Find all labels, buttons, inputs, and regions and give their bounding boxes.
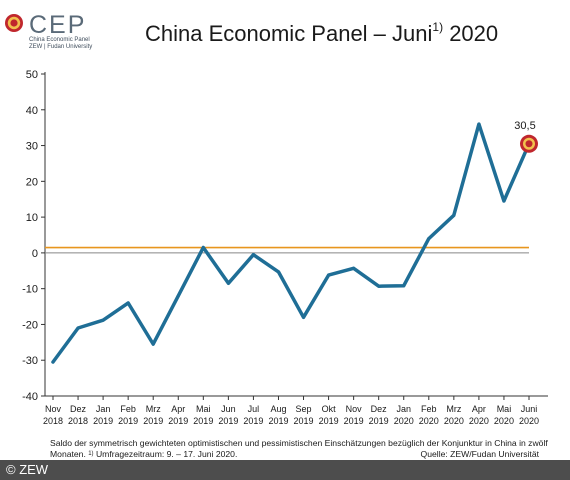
data-point: [151, 342, 155, 346]
x-tick-label-month: Nov: [45, 404, 62, 414]
x-tick-label-year: 2020: [494, 416, 514, 426]
y-tick-label: 0: [32, 248, 38, 260]
data-point: [176, 294, 180, 298]
x-tick-label-month: Nov: [346, 404, 363, 414]
x-tick-label-month: Jan: [396, 404, 411, 414]
footnote-ref: 1): [88, 451, 94, 457]
line-chart: -40 -30 -20 -10 0 10 20 30 40 50 Nov 2018 Dez 2018 Jan…: [22, 69, 548, 426]
x-tick-label-month: Jun: [221, 404, 236, 414]
x-tick-label-month: Sep: [296, 404, 312, 414]
cep-logo: CEP China Economic Panel ZEW | Fudan Uni…: [4, 12, 124, 52]
chart-title: China Economic Panel – Juni1) 2020: [145, 20, 499, 47]
chart-title-year: 2020: [449, 21, 499, 46]
x-tick-label-year: 2019: [168, 416, 188, 426]
data-point: [126, 301, 130, 305]
source-note: Quelle: ZEW/Fudan Universität: [420, 449, 539, 459]
x-tick-label-month: Feb: [120, 404, 136, 414]
data-point: [302, 315, 306, 319]
x-tick-label-year: 2020: [519, 416, 539, 426]
x-tick-label-year: 2019: [369, 416, 389, 426]
chart-footnote: Saldo der symmetrisch gewichteten optimi…: [50, 438, 550, 460]
x-tick-label-year: 2018: [68, 416, 88, 426]
x-tick-label-year: 2019: [344, 416, 364, 426]
data-point: [276, 270, 280, 274]
x-tick-label-month: Mai: [196, 404, 211, 414]
y-tick-label: 30: [26, 141, 38, 153]
x-tick-label-year: 2019: [268, 416, 288, 426]
copyright-bar: © ZEW: [0, 460, 570, 480]
data-point: [201, 246, 205, 250]
y-tick-label: -40: [22, 391, 38, 403]
x-tick-label-month: Feb: [421, 404, 437, 414]
x-tick-label-month: Mai: [497, 404, 512, 414]
x-tick-label-year: 2019: [143, 416, 163, 426]
data-point: [251, 253, 255, 257]
series-line: [51, 122, 531, 364]
chart-title-ref: 1): [432, 20, 444, 34]
y-tick-label: -30: [22, 355, 38, 367]
data-point: [502, 199, 506, 203]
y-tick-label: 10: [26, 212, 38, 224]
data-point: [327, 273, 331, 277]
data-point: [452, 213, 456, 217]
x-tick-label-year: 2019: [218, 416, 238, 426]
logo-subtitle-1: China Economic Panel: [29, 37, 90, 43]
y-tick-label: 20: [26, 176, 38, 188]
x-tick-label-month: Juni: [521, 404, 538, 414]
x-tick-label-month: Apr: [171, 404, 185, 414]
y-tick-label: -10: [22, 284, 38, 296]
data-point: [226, 281, 230, 285]
x-tick-label-month: Aug: [270, 404, 286, 414]
x-tick-label-month: Apr: [472, 404, 486, 414]
x-tick-label-year: 2019: [243, 416, 263, 426]
data-label-latest: 30,5: [514, 120, 535, 132]
data-point: [51, 360, 55, 364]
data-point: [477, 122, 481, 126]
x-tick-label-year: 2019: [93, 416, 113, 426]
highlight-marker-inner: [525, 140, 533, 148]
data-point: [427, 237, 431, 241]
y-tick-label: 50: [26, 69, 38, 81]
logo-text: CEP: [29, 11, 87, 39]
chart-title-main: China Economic Panel – Juni: [145, 21, 433, 46]
x-tick-label-month: Dez: [371, 404, 388, 414]
x-tick-label-month: Dez: [70, 404, 87, 414]
x-tick-label-month: Jul: [248, 404, 260, 414]
data-point: [76, 326, 80, 330]
data-point: [101, 318, 105, 322]
x-tick-label-year: 2019: [118, 416, 138, 426]
x-tick-label-month: Jan: [96, 404, 111, 414]
x-tick-label-year: 2020: [394, 416, 414, 426]
x-tick-label-year: 2019: [294, 416, 314, 426]
cep-logo-mark-icon: [5, 14, 23, 32]
footnote-text-1: Saldo der symmetrisch gewichteten optimi…: [50, 438, 548, 459]
data-point: [377, 284, 381, 288]
logo-subtitle-2: ZEW | Fudan University: [29, 44, 93, 50]
x-tick-label-year: 2019: [193, 416, 213, 426]
x-tick-label-year: 2019: [319, 416, 339, 426]
x-tick-label-month: Mrz: [146, 404, 161, 414]
data-point: [352, 266, 356, 270]
x-tick-label-year: 2020: [444, 416, 464, 426]
x-tick-label-year: 2018: [43, 416, 63, 426]
x-tick-label-month: Mrz: [446, 404, 461, 414]
footnote-text-2: Umfragezeitraum: 9. – 17. Juni 2020.: [93, 449, 238, 459]
data-point: [402, 284, 406, 288]
x-tick-label-year: 2020: [419, 416, 439, 426]
x-tick-label-year: 2020: [469, 416, 489, 426]
y-tick-label: 40: [26, 105, 38, 117]
y-tick-label: -20: [22, 319, 38, 331]
x-tick-label-month: Okt: [322, 404, 337, 414]
